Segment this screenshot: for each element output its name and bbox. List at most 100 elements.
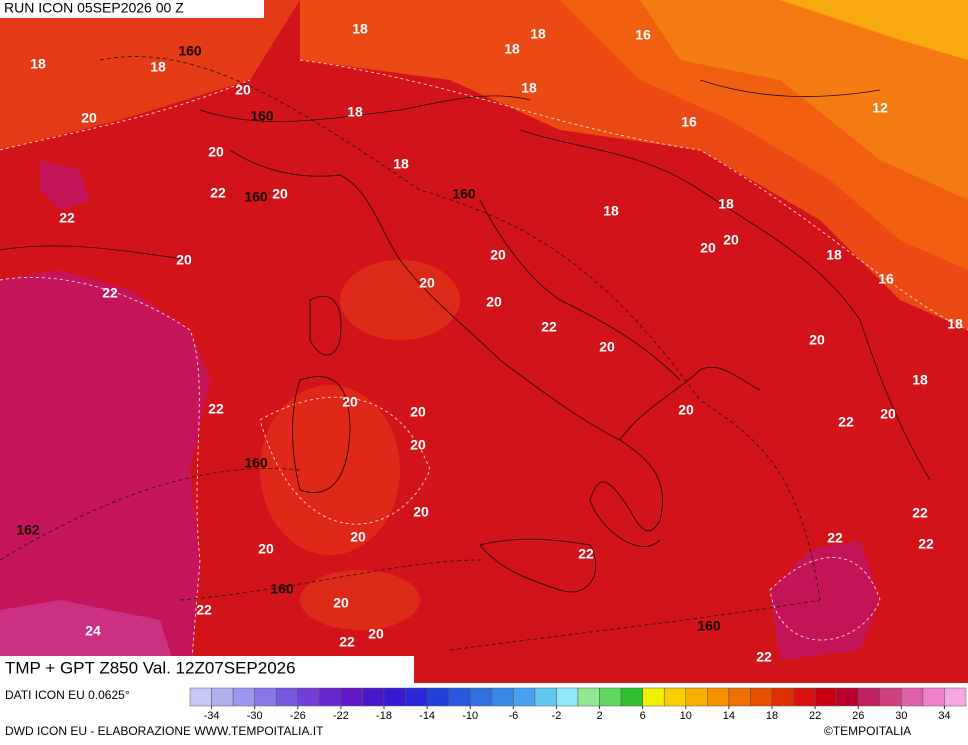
contour-label: 20 xyxy=(368,626,384,642)
contour-label: 160 xyxy=(452,186,476,202)
legend-tick-label: 10 xyxy=(680,710,692,722)
contour-label: 16 xyxy=(635,27,651,43)
contour-label: 18 xyxy=(352,21,368,37)
contour-label: 18 xyxy=(30,56,46,72)
contour-label: 160 xyxy=(270,581,294,597)
border-line xyxy=(0,79,931,481)
contour-label: 22 xyxy=(102,285,118,301)
contour-label: 16 xyxy=(681,114,697,130)
contour-label: 18 xyxy=(912,372,928,388)
contour-label: 22 xyxy=(918,536,934,552)
legend-swatch xyxy=(556,687,579,707)
contour-label: 160 xyxy=(250,108,274,124)
legend-tick-label: 30 xyxy=(895,710,907,722)
contour-label: 20 xyxy=(809,332,825,348)
contour-label: 22 xyxy=(578,546,594,562)
isotherm xyxy=(0,59,968,684)
legend-tick-label: -18 xyxy=(376,710,392,722)
legend-swatch xyxy=(901,687,924,707)
legend-tick-label: -6 xyxy=(508,710,518,722)
legend-tick-label: -10 xyxy=(462,710,478,722)
legend-swatch xyxy=(663,687,687,707)
legend-swatch xyxy=(685,687,708,707)
contour-label: 20 xyxy=(413,504,429,520)
contour-label: 20 xyxy=(208,144,224,160)
legend-swatch xyxy=(857,687,881,707)
legend-tick-label: -26 xyxy=(290,710,306,722)
contour-label: 20 xyxy=(258,541,274,557)
legend-tick-label: -22 xyxy=(333,710,349,722)
contour-label: 20 xyxy=(410,404,426,420)
legend-swatch xyxy=(426,687,449,707)
contour-label: 22 xyxy=(59,210,75,226)
legend-swatch xyxy=(405,687,428,707)
contour-label: 18 xyxy=(393,156,409,172)
contour-label: 18 xyxy=(603,203,619,219)
legend-swatch xyxy=(319,687,342,707)
legend-swatch xyxy=(793,687,816,707)
legend-swatch xyxy=(707,687,730,707)
temp-area xyxy=(0,270,210,683)
contour-label: 20 xyxy=(410,437,426,453)
legend-tick-label: 22 xyxy=(809,710,821,722)
temp-area xyxy=(0,0,300,150)
contour-label: 20 xyxy=(272,186,288,202)
field-box xyxy=(0,656,414,683)
contour-label: 22 xyxy=(541,319,557,335)
contour-label: 18 xyxy=(521,80,537,96)
legend-tick-label: -34 xyxy=(204,710,220,722)
contour-label: 22 xyxy=(208,401,224,417)
temp-area xyxy=(340,260,460,340)
contour-label: 22 xyxy=(339,634,355,650)
contour-label: 22 xyxy=(756,649,772,665)
temp-area xyxy=(40,160,90,210)
contour-label: 18 xyxy=(718,196,734,212)
legend-swatch xyxy=(383,687,406,707)
legend-tick-label: 18 xyxy=(766,710,778,722)
legend-swatch xyxy=(642,687,665,707)
legend-swatch xyxy=(362,687,385,707)
legend-swatch xyxy=(599,687,622,707)
legend-swatch xyxy=(340,687,363,707)
temp-area xyxy=(640,0,968,200)
contour-label: 22 xyxy=(838,414,854,430)
contour-label: 20 xyxy=(342,394,358,410)
contour-label: 22 xyxy=(210,185,226,201)
legend-swatch xyxy=(254,687,277,707)
contour-label: 160 xyxy=(244,189,268,205)
contour-label: 18 xyxy=(530,26,546,42)
contour-label: 18 xyxy=(150,59,166,75)
temp-area xyxy=(770,540,880,660)
legend-tick-label: 14 xyxy=(723,710,735,722)
legend-swatch xyxy=(534,687,557,707)
legend-swatch xyxy=(944,687,967,707)
contour-label: 20 xyxy=(486,294,502,310)
legend-swatch xyxy=(189,687,212,707)
contour-label: 20 xyxy=(235,82,251,98)
legend-swatch xyxy=(750,687,773,707)
contour-label: 24 xyxy=(85,623,101,639)
legend-swatch xyxy=(922,687,945,707)
legend-swatch xyxy=(448,687,471,707)
legend-swatch xyxy=(211,687,234,707)
temp-area xyxy=(300,570,420,630)
legend-swatch xyxy=(275,687,299,707)
run-title: RUN ICON 05SEP2026 00 Z xyxy=(4,0,184,16)
legend-tick-label: 26 xyxy=(852,710,864,722)
contour-label: 20 xyxy=(81,110,97,126)
legend-tick-label: 34 xyxy=(938,710,950,722)
legend-tick-label: 6 xyxy=(640,710,646,722)
legend-swatch xyxy=(297,687,320,707)
legend-swatch xyxy=(513,687,536,707)
contour-label: 12 xyxy=(872,100,888,116)
contour-label: 20 xyxy=(723,232,739,248)
temp-area xyxy=(780,0,968,60)
contour-label: 18 xyxy=(347,104,363,120)
legend-tick-label: -14 xyxy=(419,710,435,722)
legend-swatch xyxy=(771,687,794,707)
contour-label: 22 xyxy=(912,505,928,521)
legend-swatch xyxy=(728,687,751,707)
contour-label: 160 xyxy=(244,455,268,471)
